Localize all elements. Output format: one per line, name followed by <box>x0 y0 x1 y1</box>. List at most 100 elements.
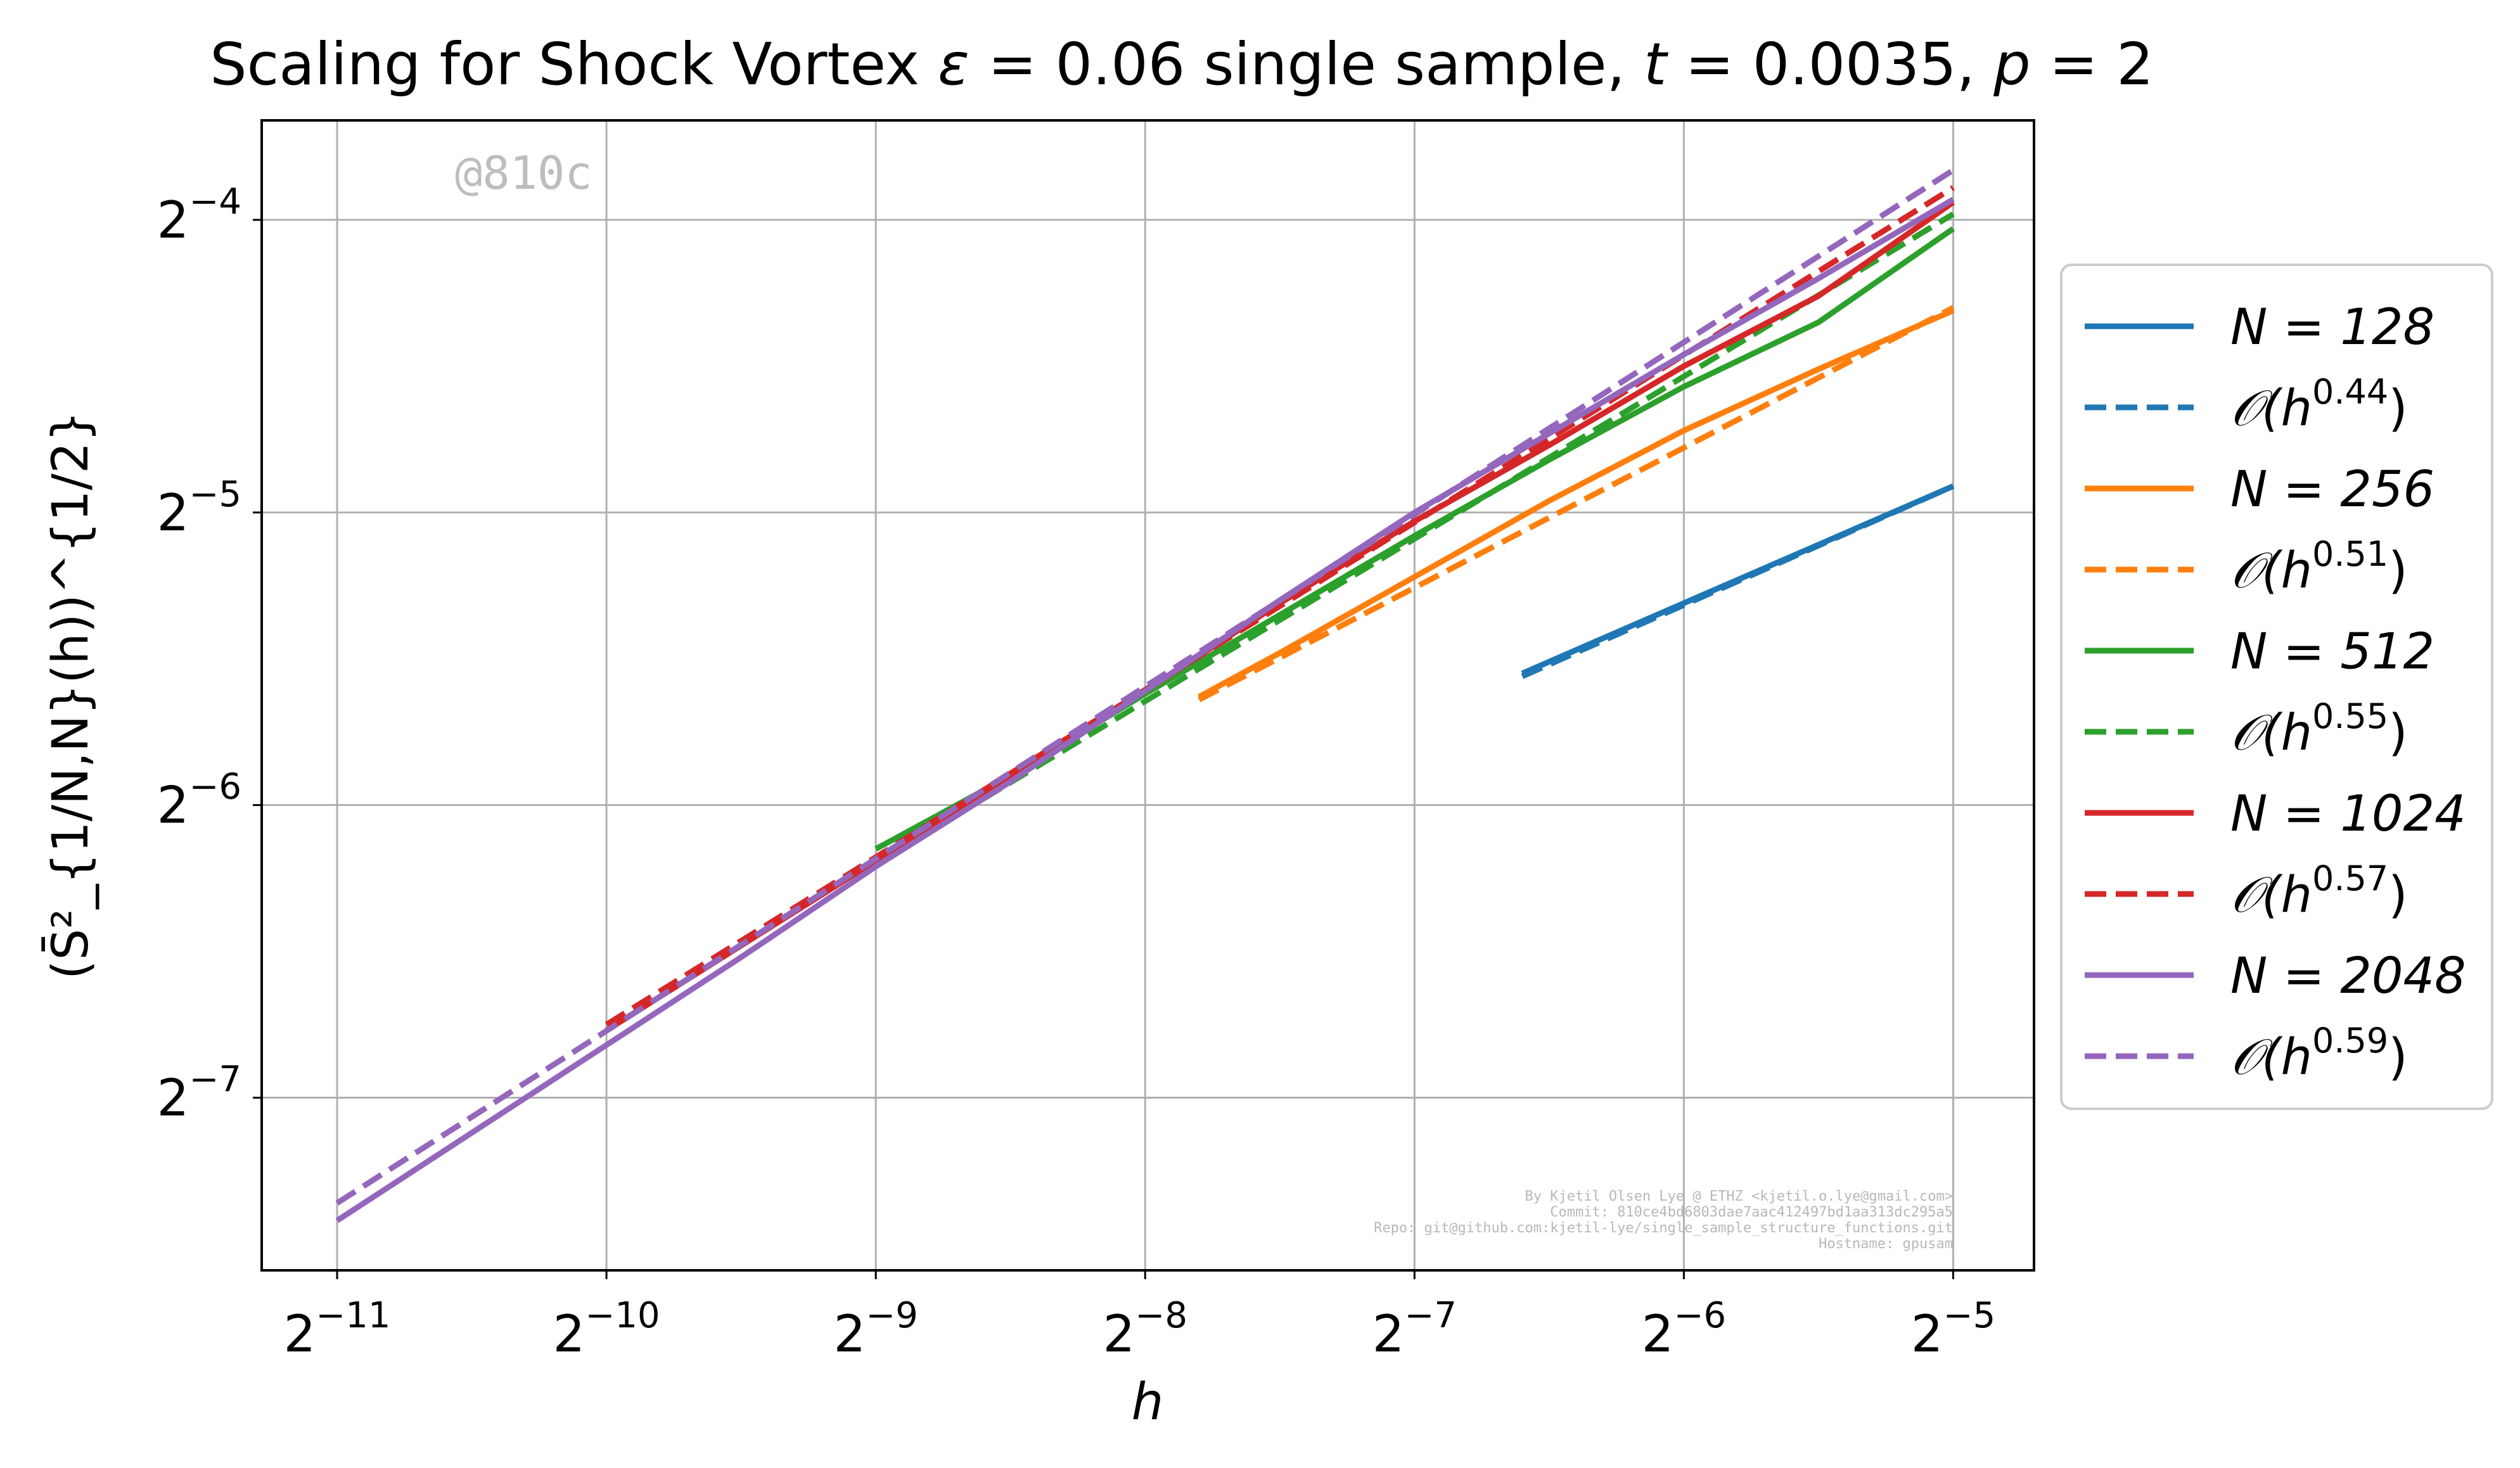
series-line <box>335 167 1955 1206</box>
legend-label-main: 𝒪(h <box>2230 705 2312 762</box>
legend-label-main: 𝒪(h <box>2230 1029 2312 1086</box>
legend-entry: 𝒪(h0.57) <box>2085 858 2408 924</box>
legend-label-exponent: 0.44 <box>2312 372 2388 412</box>
legend-label: 𝒪(h0.55) <box>2230 696 2408 762</box>
x-tick-sup: −8 <box>1135 1295 1187 1336</box>
legend-label-close: ) <box>2388 380 2407 437</box>
legend-entry: 𝒪(h0.51) <box>2085 534 2408 599</box>
legend-entry: N = 256 <box>2085 461 2434 518</box>
legend-box <box>2060 264 2493 1110</box>
x-tick-base: 2 <box>553 1305 585 1363</box>
y-tick-base: 2 <box>157 776 189 835</box>
x-tick-label: 2−10 <box>553 1295 660 1363</box>
x-tick-label: 2−9 <box>833 1295 918 1363</box>
x-tick-label: 2−8 <box>1103 1295 1187 1363</box>
x-tick-base: 2 <box>1103 1305 1135 1363</box>
y-tick-label: 2−5 <box>157 474 241 542</box>
x-tick-sup: −5 <box>1943 1295 1996 1336</box>
title-part: Scaling for Shock Vortex <box>210 30 938 98</box>
y-tick-sup: −5 <box>189 474 241 515</box>
legend-label: N = 2048 <box>2230 948 2466 1005</box>
x-tick-sup: −10 <box>585 1295 660 1336</box>
legend-entry: N = 2048 <box>2085 948 2466 1005</box>
legend-label-close: ) <box>2388 867 2407 924</box>
watermark-text: @810c <box>455 146 592 200</box>
y-tick-base: 2 <box>157 483 189 542</box>
legend-label: 𝒪(h0.51) <box>2230 534 2408 599</box>
legend-label-main: 𝒪(h <box>2230 380 2312 437</box>
series-layer <box>335 167 1955 1223</box>
legend-label: N = 128 <box>2230 299 2434 356</box>
credit-line: Repo: git@github.com:kjetil-lye/single_s… <box>1374 1220 1953 1236</box>
x-tick-label: 2−11 <box>283 1295 390 1363</box>
y-tick-label: 2−7 <box>157 1059 241 1128</box>
title-part: = 0.0035, <box>1666 30 1993 98</box>
y-tick-base: 2 <box>157 1069 189 1128</box>
y-tick-sup: −4 <box>189 181 241 222</box>
legend-label: 𝒪(h0.59) <box>2230 1021 2408 1086</box>
axes-frame <box>260 119 2035 1272</box>
y-tick-label: 2−6 <box>157 767 241 835</box>
x-tick-sup: −11 <box>316 1295 390 1336</box>
series-line <box>1198 305 1955 703</box>
x-tick-label: 2−7 <box>1372 1295 1457 1363</box>
legend-label-exponent: 0.51 <box>2312 534 2388 574</box>
tick-layer: 2−11 2−10 2−9 2−8 2−7 2−6 2−52−72−62−52−4 <box>157 181 1996 1363</box>
legend-entry: N = 128 <box>2085 299 2434 356</box>
legend-label: N = 512 <box>2230 623 2434 680</box>
title-part: p <box>1993 30 2030 98</box>
x-axis-label: h <box>1132 1372 1164 1431</box>
grid-layer <box>262 120 2034 1270</box>
credit-line: By Kjetil Olsen Lye @ ETHZ <kjetil.o.lye… <box>1525 1189 1953 1204</box>
y-axis-label-text: (S̄²_{1/N,N}(h))^{1/2} <box>41 411 99 980</box>
credit-line: Commit: 810ce4bd6803dae7aac412497bd1aa31… <box>1550 1204 1953 1220</box>
x-tick-sup: −6 <box>1674 1295 1727 1336</box>
legend-label-main: 𝒪(h <box>2230 867 2312 924</box>
legend-entry: N = 1024 <box>2085 786 2466 843</box>
chart-title: Scaling for Shock Vortex ε = 0.06 single… <box>210 30 2153 98</box>
series-line <box>1198 308 1955 699</box>
legend-entry: 𝒪(h0.59) <box>2085 1021 2408 1086</box>
title-part: = 2 <box>2031 30 2154 98</box>
y-tick-label: 2−4 <box>157 181 241 250</box>
series-line <box>874 211 1955 866</box>
title-part: ε <box>938 30 969 98</box>
legend-label: 𝒪(h0.57) <box>2230 858 2408 924</box>
y-axis-label: (S̄²_{1/N,N}(h))^{1/2} <box>41 411 99 980</box>
x-tick-label: 2−5 <box>1911 1295 1995 1363</box>
legend-label: N = 256 <box>2230 461 2434 518</box>
legend-entry: 𝒪(h0.55) <box>2085 696 2408 762</box>
x-tick-base: 2 <box>1372 1305 1405 1363</box>
x-tick-base: 2 <box>1911 1305 1943 1363</box>
x-tick-base: 2 <box>833 1305 866 1363</box>
y-tick-base: 2 <box>157 191 189 250</box>
title-part: = 0.06 single sample, <box>969 30 1644 98</box>
series-line <box>1521 483 1955 679</box>
legend-label-exponent: 0.57 <box>2312 858 2388 898</box>
credits-block: By Kjetil Olsen Lye @ ETHZ <kjetil.o.lye… <box>1374 1189 1953 1252</box>
title-part: t <box>1644 30 1668 98</box>
x-tick-sup: −9 <box>866 1295 918 1336</box>
legend-entry: N = 512 <box>2085 623 2434 680</box>
legend-label: 𝒪(h0.44) <box>2230 372 2408 437</box>
legend-label-close: ) <box>2388 1029 2407 1086</box>
x-tick-base: 2 <box>283 1305 316 1363</box>
y-tick-sup: −6 <box>189 767 241 808</box>
legend-label-main: 𝒪(h <box>2230 542 2312 599</box>
legend-label-close: ) <box>2388 705 2407 762</box>
x-tick-base: 2 <box>1642 1305 1674 1363</box>
series-line <box>335 196 1955 1223</box>
legend-label-exponent: 0.55 <box>2312 696 2388 736</box>
x-tick-sup: −7 <box>1404 1295 1457 1336</box>
credit-line: Hostname: gpusam <box>1819 1236 1953 1252</box>
legend-label-close: ) <box>2388 542 2407 599</box>
legend-label-exponent: 0.59 <box>2312 1021 2388 1061</box>
y-tick-sup: −7 <box>189 1059 241 1101</box>
x-tick-label: 2−6 <box>1642 1295 1726 1363</box>
legend-entry: 𝒪(h0.44) <box>2085 372 2408 437</box>
legend-label: N = 1024 <box>2230 786 2466 843</box>
